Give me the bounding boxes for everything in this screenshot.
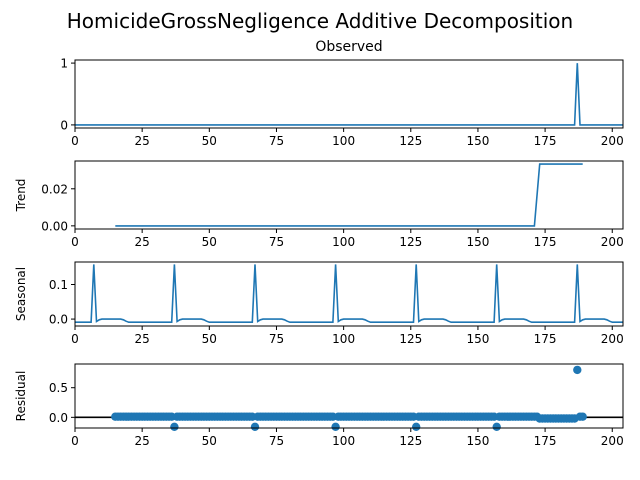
- x-tick-label: 200: [601, 235, 624, 249]
- x-tick-label: 175: [534, 434, 557, 448]
- x-tick-label: 0: [71, 134, 79, 148]
- x-tick-label: 75: [269, 134, 284, 148]
- x-tick-label: 0: [71, 332, 79, 346]
- axes-frame: [74, 363, 624, 429]
- x-tick-label: 50: [202, 332, 217, 346]
- x-tick-label: 150: [466, 332, 489, 346]
- x-tick-label: 200: [601, 434, 624, 448]
- x-tick-label: 75: [269, 235, 284, 249]
- x-tick-label: 50: [202, 434, 217, 448]
- residual-point-low: [331, 422, 340, 431]
- x-tick-label: 125: [399, 434, 422, 448]
- x-tick-label: 175: [534, 235, 557, 249]
- plot-body: [75, 365, 623, 431]
- x-tick-label: 0: [71, 434, 79, 448]
- figure-title: HomicideGrossNegligence Additive Decompo…: [67, 9, 573, 33]
- x-tick-label: 75: [269, 332, 284, 346]
- y-tick-label: 0.0: [49, 411, 68, 425]
- x-tick-label: 175: [534, 332, 557, 346]
- x-tick-label: 150: [466, 134, 489, 148]
- x-tick-label: 25: [135, 332, 150, 346]
- residual-point-low: [492, 422, 501, 431]
- y-axis-label: Trend: [14, 179, 28, 213]
- x-tick-label: 125: [399, 332, 422, 346]
- panel-4: 0 25 50 75 100 125 150 175 200 0.5 0.0 Residual: [14, 363, 624, 448]
- x-tick-label: 25: [135, 134, 150, 148]
- x-tick-label: 0: [71, 235, 79, 249]
- residual-point: [578, 412, 587, 421]
- x-tick-label: 150: [466, 235, 489, 249]
- x-tick-label: 100: [332, 235, 355, 249]
- x-tick-label: 100: [332, 434, 355, 448]
- panel-2: 0 25 50 75 100 125 150 175 200 0.00 0.02 Trend: [14, 160, 624, 249]
- x-tick-label: 125: [399, 134, 422, 148]
- residual-point-low: [250, 422, 260, 431]
- y-tick-label: 0.5: [49, 381, 68, 395]
- x-tick-label: 100: [332, 332, 355, 346]
- panel-1: 0 25 50 75 100 125 150 175 200 0 1 Observed: [60, 39, 623, 148]
- y-tick-label: 1: [60, 57, 68, 71]
- y-tick-label: 0.0: [49, 313, 68, 327]
- series-line: [75, 63, 623, 126]
- plot-body: [75, 264, 623, 324]
- x-tick-label: 200: [601, 332, 624, 346]
- panel-3: 0 25 50 75 100 125 150 175 200 0.1 0.0 Seasonal: [14, 261, 624, 346]
- plot-body: [115, 163, 583, 227]
- x-tick-label: 175: [534, 134, 557, 148]
- panel-title: Observed: [315, 39, 382, 55]
- x-tick-label: 200: [601, 134, 624, 148]
- plot-body: [75, 63, 623, 126]
- x-tick-label: 50: [202, 134, 217, 148]
- panels: 0 25 50 75 100 125 150 175 200 0 1 Observed 0 25 50 75 1…: [14, 39, 624, 448]
- y-tick-label: 0.00: [41, 219, 68, 233]
- series-line: [115, 163, 583, 227]
- x-tick-label: 75: [269, 434, 284, 448]
- x-tick-label: 150: [466, 434, 489, 448]
- x-tick-label: 125: [399, 235, 422, 249]
- residual-point-low: [412, 422, 421, 431]
- x-tick-label: 100: [332, 134, 355, 148]
- y-axis-label: Residual: [14, 371, 28, 422]
- y-tick-label: 0.1: [49, 278, 68, 292]
- axes-frame: [74, 160, 624, 230]
- y-tick-label: 0.02: [41, 182, 68, 196]
- axes-frame: [74, 261, 624, 327]
- y-tick-label: 0: [60, 118, 68, 132]
- residual-point-low: [170, 422, 179, 431]
- x-tick-label: 25: [135, 235, 150, 249]
- axes-frame: [74, 59, 624, 129]
- seasonal-line: [75, 264, 623, 324]
- x-tick-label: 50: [202, 235, 217, 249]
- residual-point-high: [573, 365, 582, 375]
- y-axis-label: Seasonal: [14, 267, 28, 321]
- x-tick-label: 25: [135, 434, 150, 448]
